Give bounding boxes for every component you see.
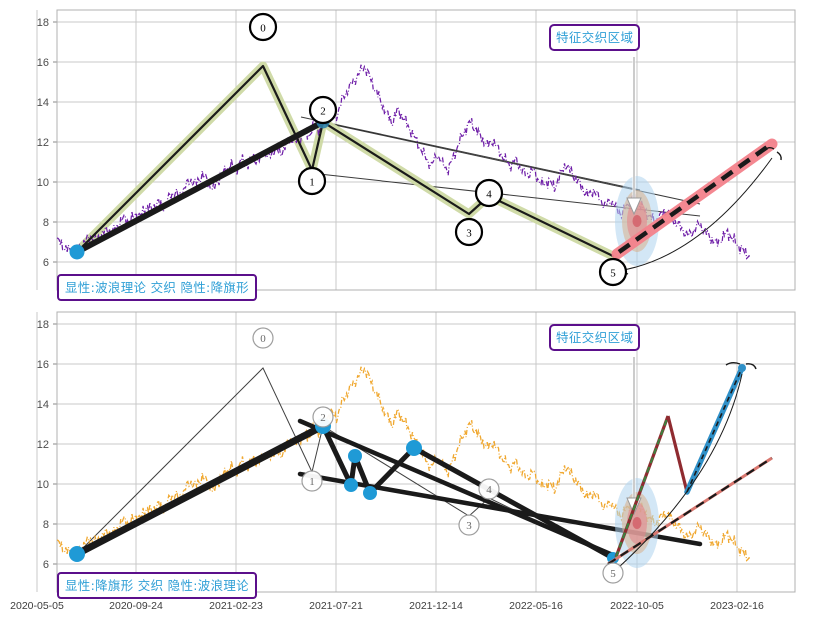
wave-label-5-bottom: 5 <box>602 562 624 584</box>
x-axis-tick: 2020-05-05 <box>10 600 64 612</box>
forecast-band-top <box>611 138 782 260</box>
svg-text:4: 4 <box>486 189 492 201</box>
legend-top-text: 显性:波浪理论 交织 隐性:降旗形 <box>65 280 249 295</box>
focus-pointer-arrow-top <box>626 57 642 216</box>
svg-text:3: 3 <box>466 228 472 240</box>
y-axis-tick: 6 <box>43 257 49 269</box>
flag-pole-bottom <box>73 422 327 558</box>
wave-label-4-bottom: 4 <box>478 478 500 500</box>
x-axis-tick: 2021-02-23 <box>209 600 263 612</box>
wave-label-0-bottom: 0 <box>252 327 274 349</box>
wave-label-1-bottom: 1 <box>301 470 323 492</box>
forecast-line-bottom <box>607 456 773 566</box>
wave-label-3-bottom: 3 <box>458 514 480 536</box>
svg-text:5: 5 <box>610 568 616 580</box>
y-axis-tick: 10 <box>37 479 49 491</box>
y-axis-tick: 10 <box>37 177 49 189</box>
svg-text:4: 4 <box>486 484 492 496</box>
x-axis-tick: 2021-07-21 <box>309 600 363 612</box>
x-axis-tick: 2022-10-05 <box>610 600 664 612</box>
y-axis-tick: 14 <box>37 399 49 411</box>
svg-text:0: 0 <box>260 333 266 345</box>
wave-label-2-top: 2 <box>308 95 338 125</box>
focus-region-label-bottom: 特征交织区域 <box>556 330 634 345</box>
flag-vertex-marker <box>348 449 362 463</box>
focus-region-label-top: 特征交织区域 <box>556 30 634 45</box>
svg-text:5: 5 <box>610 268 616 280</box>
svg-text:1: 1 <box>309 177 315 189</box>
wave-label-3-top: 3 <box>454 217 484 247</box>
y-axis-tick: 18 <box>37 17 49 29</box>
price-series-top <box>56 64 751 260</box>
legend-bottom: 显性:降旗形 交织 隐性:波浪理论 <box>57 572 257 599</box>
legend-top: 显性:波浪理论 交织 隐性:降旗形 <box>57 274 257 301</box>
wave-label-2-bottom: 2 <box>312 406 334 428</box>
y-axis-tick: 8 <box>43 217 49 229</box>
wave-label-1-top: 1 <box>297 166 327 196</box>
start-marker-top <box>69 244 85 260</box>
flag-vertex-marker <box>363 486 377 500</box>
wave-label-0-top: 0 <box>248 12 278 42</box>
panel-top: 6 8 10 12 14 16 18 0 1 2 3 4 5 显性:波浪理论 交织 隐性:降旗形 特征交… <box>0 0 813 301</box>
panel-bottom: 6 8 10 12 14 16 18 2020-05-05 2020-09-24 2021-02-… <box>0 300 813 617</box>
y-axis-tick: 16 <box>37 359 49 371</box>
y-axis-tick: 18 <box>37 319 49 331</box>
y-axis-tick: 6 <box>43 559 49 571</box>
y-axis-tick: 8 <box>43 519 49 531</box>
flag-body-bottom <box>320 423 616 561</box>
focus-region-annotation-top: 特征交织区域 <box>549 24 641 51</box>
x-axis-tick: 2021-12-14 <box>409 600 463 612</box>
y-axis-tick: 12 <box>37 439 49 451</box>
impulse-trend-top <box>74 119 326 255</box>
svg-text:1: 1 <box>309 476 315 488</box>
forecast-arc-bottom <box>617 373 743 569</box>
svg-text:0: 0 <box>260 23 266 35</box>
svg-text:3: 3 <box>466 520 472 532</box>
flag-vertex-marker <box>406 440 422 456</box>
svg-text:2: 2 <box>320 412 326 424</box>
focus-region-ellipse-bottom <box>615 478 659 568</box>
focus-region-annotation-bottom: 特征交织区域 <box>549 324 641 351</box>
flag-vertex-marker <box>344 478 358 492</box>
wave-label-4-top: 4 <box>474 178 504 208</box>
wave-label-5-top: 5 <box>598 257 628 287</box>
x-axis-tick: 2023-02-16 <box>710 600 764 612</box>
y-axis-tick: 12 <box>37 137 49 149</box>
forecast-arc-top <box>617 157 773 272</box>
x-axis-tick: 2020-09-24 <box>109 600 163 612</box>
price-series-bottom <box>56 366 751 562</box>
flag-vertex-marker <box>69 546 85 562</box>
legend-bottom-text: 显性:降旗形 交织 隐性:波浪理论 <box>65 578 249 593</box>
y-axis-tick: 16 <box>37 57 49 69</box>
forecast-zigzag-bottom <box>614 362 757 558</box>
x-axis-tick: 2022-05-16 <box>509 600 563 612</box>
svg-text:2: 2 <box>320 106 326 118</box>
y-axis-tick: 14 <box>37 97 49 109</box>
